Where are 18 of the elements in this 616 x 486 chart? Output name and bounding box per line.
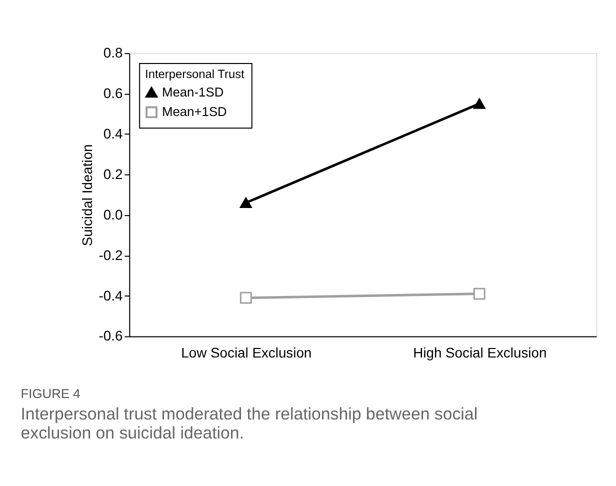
point	[473, 288, 486, 300]
legend-title: Interpersonal Trust	[145, 66, 246, 81]
text: Interpersonal trust moderated the relationship between social exclusion on suicidal ideation.	[20, 404, 478, 443]
x-tick-label: Low Social Exclusion	[181, 344, 312, 361]
point	[240, 292, 252, 304]
y-tick-label: -0.6	[98, 328, 123, 344]
y-tick-label: -0.4	[98, 287, 123, 304]
y-tick-label: 0.0	[103, 206, 123, 222]
caption: FIGURE 4	[20, 386, 80, 401]
y-tick-label: 0.6	[103, 85, 123, 102]
legend-label: Mean-1SD	[162, 84, 224, 100]
x-tick-label: High Social Exclusion	[413, 344, 547, 361]
y-tick-label: 0.4	[103, 125, 123, 142]
y-tick-label: 0.2	[103, 166, 123, 182]
y-tick-label: -0.2	[98, 246, 123, 263]
legend-label: Mean+1SD	[162, 104, 227, 120]
y-tick-label: 0.8	[103, 44, 123, 61]
y-axis-title: Suicidal Ideation	[78, 144, 95, 246]
